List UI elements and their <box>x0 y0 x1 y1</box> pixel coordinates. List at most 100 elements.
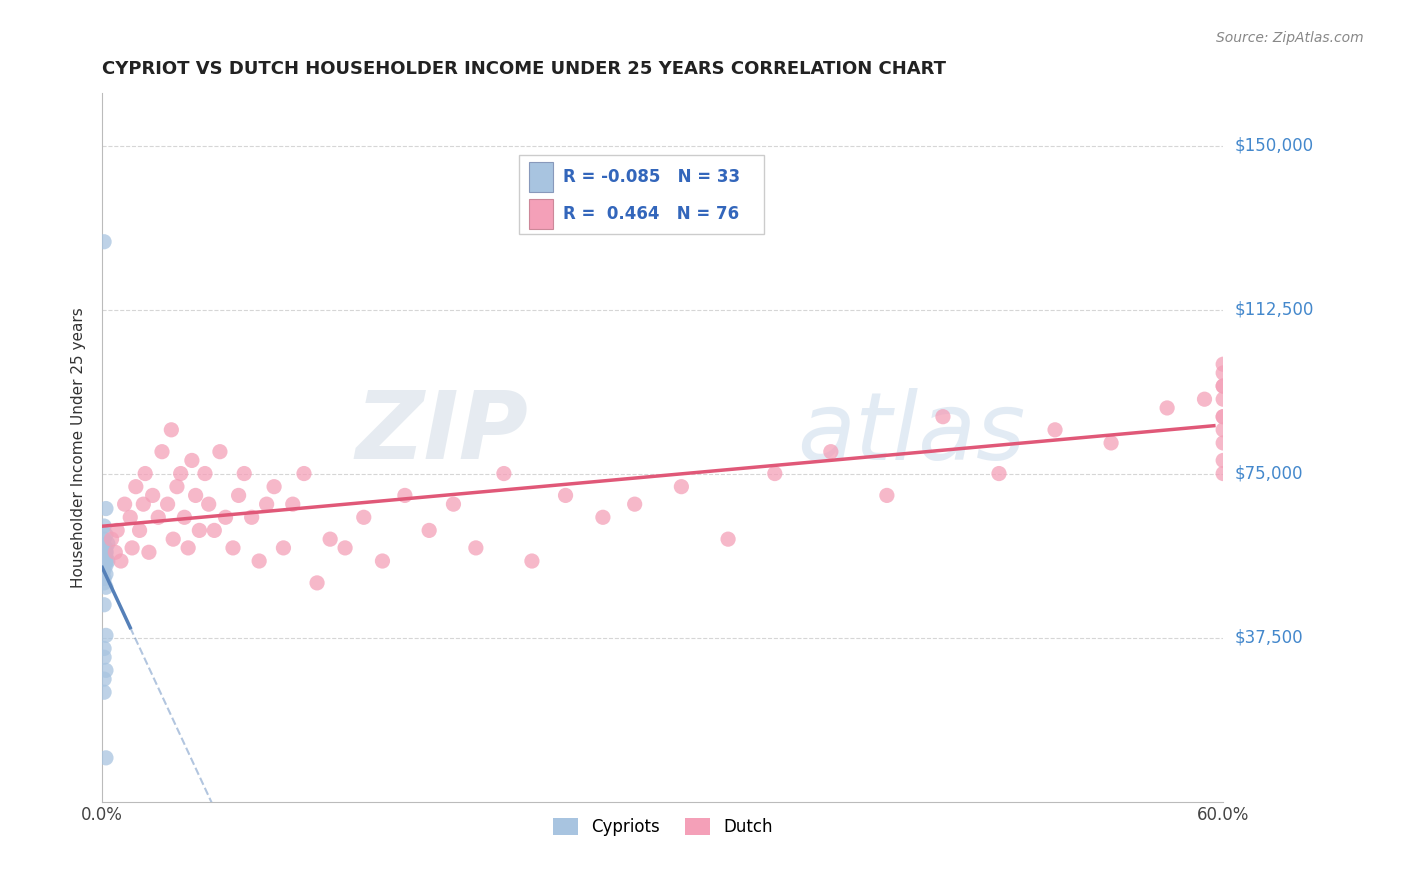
Point <box>110 554 132 568</box>
Point <box>93 641 115 656</box>
Point <box>156 497 179 511</box>
Point <box>1212 453 1234 467</box>
Point <box>1212 392 1234 407</box>
Point <box>93 545 115 559</box>
Point <box>104 545 127 559</box>
Point <box>717 532 740 546</box>
Point <box>94 554 117 568</box>
Point <box>170 467 193 481</box>
Point <box>214 510 236 524</box>
Point <box>988 467 1011 481</box>
Point <box>148 510 170 524</box>
Point <box>177 541 200 555</box>
Point <box>93 532 115 546</box>
Point <box>263 480 285 494</box>
Point <box>932 409 955 424</box>
Point <box>93 519 115 533</box>
Point <box>93 558 115 573</box>
Point <box>94 501 117 516</box>
Point <box>94 554 117 568</box>
Point <box>233 467 256 481</box>
Point <box>1194 392 1216 407</box>
Point <box>93 575 115 590</box>
Point <box>256 497 278 511</box>
Text: $150,000: $150,000 <box>1234 136 1313 154</box>
Point <box>520 554 543 568</box>
Point <box>763 467 786 481</box>
Point <box>1099 436 1122 450</box>
Point <box>93 563 115 577</box>
Point <box>1212 366 1234 380</box>
Text: $75,000: $75,000 <box>1234 465 1303 483</box>
Point <box>93 650 115 665</box>
Point <box>202 524 225 538</box>
Point <box>443 497 465 511</box>
Point <box>292 467 315 481</box>
Point <box>93 598 115 612</box>
Point <box>134 467 156 481</box>
Text: $112,500: $112,500 <box>1234 301 1313 318</box>
Point <box>138 545 160 559</box>
Point <box>194 467 217 481</box>
Point <box>94 545 117 559</box>
Point <box>1212 467 1234 481</box>
Point <box>160 423 183 437</box>
Text: CYPRIOT VS DUTCH HOUSEHOLDER INCOME UNDER 25 YEARS CORRELATION CHART: CYPRIOT VS DUTCH HOUSEHOLDER INCOME UNDE… <box>103 60 946 78</box>
Text: Source: ZipAtlas.com: Source: ZipAtlas.com <box>1216 31 1364 45</box>
Point <box>592 510 614 524</box>
Point <box>94 558 117 573</box>
Point <box>1212 409 1234 424</box>
Point <box>273 541 295 555</box>
Point <box>371 554 394 568</box>
Point <box>93 685 115 699</box>
Point <box>93 572 115 586</box>
Legend: Cypriots, Dutch: Cypriots, Dutch <box>546 812 779 843</box>
Point <box>93 554 115 568</box>
Point <box>623 497 645 511</box>
Point <box>121 541 143 555</box>
Point <box>671 480 693 494</box>
Point <box>125 480 148 494</box>
Point <box>94 580 117 594</box>
Point <box>1212 357 1234 371</box>
Point <box>93 549 115 564</box>
Point <box>222 541 245 555</box>
Point <box>142 488 165 502</box>
Point <box>184 488 207 502</box>
Point <box>319 532 342 546</box>
Text: R =  0.464   N = 76: R = 0.464 N = 76 <box>564 205 740 223</box>
Point <box>132 497 155 511</box>
Point <box>353 510 375 524</box>
Point <box>197 497 219 511</box>
Point <box>94 528 117 542</box>
Point <box>93 235 115 249</box>
Point <box>94 567 117 582</box>
Point <box>281 497 304 511</box>
Y-axis label: Householder Income Under 25 years: Householder Income Under 25 years <box>72 307 86 588</box>
Text: ZIP: ZIP <box>356 387 529 479</box>
Point <box>1212 409 1234 424</box>
Point <box>166 480 188 494</box>
Point <box>173 510 195 524</box>
Point <box>94 545 117 559</box>
Text: atlas: atlas <box>797 388 1025 479</box>
Point <box>394 488 416 502</box>
Point <box>1212 379 1234 393</box>
Point <box>240 510 263 524</box>
Point <box>208 444 231 458</box>
Point <box>94 541 117 555</box>
Point <box>150 444 173 458</box>
Point <box>188 524 211 538</box>
Point <box>876 488 898 502</box>
Point <box>492 467 515 481</box>
Point <box>247 554 270 568</box>
Point <box>464 541 486 555</box>
Text: R = -0.085   N = 33: R = -0.085 N = 33 <box>564 169 740 186</box>
Point <box>162 532 184 546</box>
Point <box>554 488 576 502</box>
Point <box>228 488 250 502</box>
Point <box>94 664 117 678</box>
Point <box>94 628 117 642</box>
Point <box>105 524 128 538</box>
Point <box>1212 423 1234 437</box>
